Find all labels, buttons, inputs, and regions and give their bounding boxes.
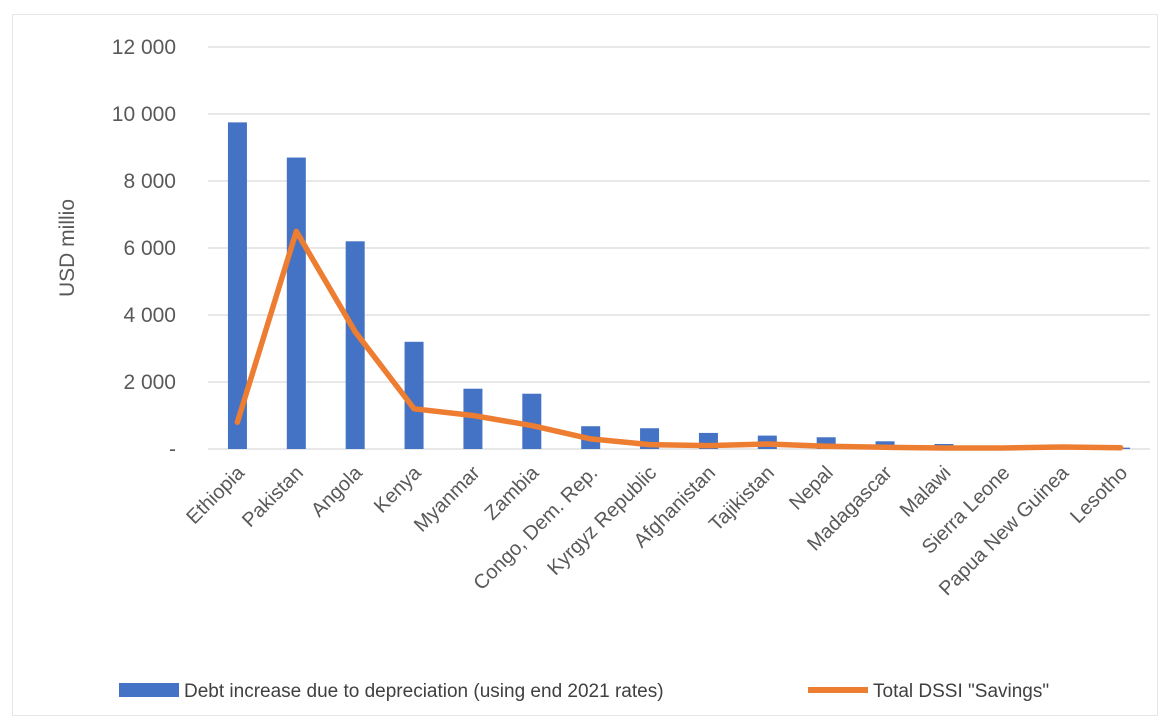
y-tick-label: 2 000 <box>123 371 176 394</box>
bar <box>816 437 836 449</box>
bar <box>227 122 247 449</box>
legend-label-line: Total DSSI "Savings" <box>873 681 1049 702</box>
bar <box>404 341 424 449</box>
legend-swatch-bars <box>119 683 179 697</box>
chart-frame <box>12 14 1158 716</box>
y-tick-label: 4 000 <box>123 304 176 327</box>
legend: Debt increase due to depreciation (using… <box>119 681 1049 702</box>
y-tick-label: - <box>169 438 176 461</box>
x-tick-label: Kenya <box>370 461 426 517</box>
x-tick-label: Myanmar <box>410 462 485 537</box>
bar <box>286 157 306 450</box>
line-series-path <box>234 228 1124 451</box>
x-tick-label: Tajikistan <box>705 462 779 536</box>
x-tick-label: Pakistan <box>238 462 308 532</box>
x-tick-label: Angola <box>307 461 367 521</box>
x-tick-label: Kyrgyz Republic <box>543 462 661 580</box>
y-tick-label: 6 000 <box>123 237 176 260</box>
bar-series <box>227 122 1131 450</box>
y-axis-ticks: - 2 000 4 000 6 000 8 000 10 000 12 000 <box>112 36 176 461</box>
line-series <box>234 228 1124 451</box>
bar <box>522 393 542 449</box>
y-tick-label: 10 000 <box>112 103 176 126</box>
x-tick-label: Nepal <box>785 462 838 515</box>
y-tick-label: 12 000 <box>112 36 176 59</box>
bar <box>463 388 483 449</box>
x-tick-label: Lesotho <box>1066 462 1132 528</box>
y-tick-label: 8 000 <box>123 170 176 193</box>
x-tick-label: Malawi <box>896 462 956 522</box>
y-axis-title: USD millio <box>56 199 79 297</box>
legend-label-bars: Debt increase due to depreciation (using… <box>184 681 664 702</box>
bar <box>345 241 365 449</box>
